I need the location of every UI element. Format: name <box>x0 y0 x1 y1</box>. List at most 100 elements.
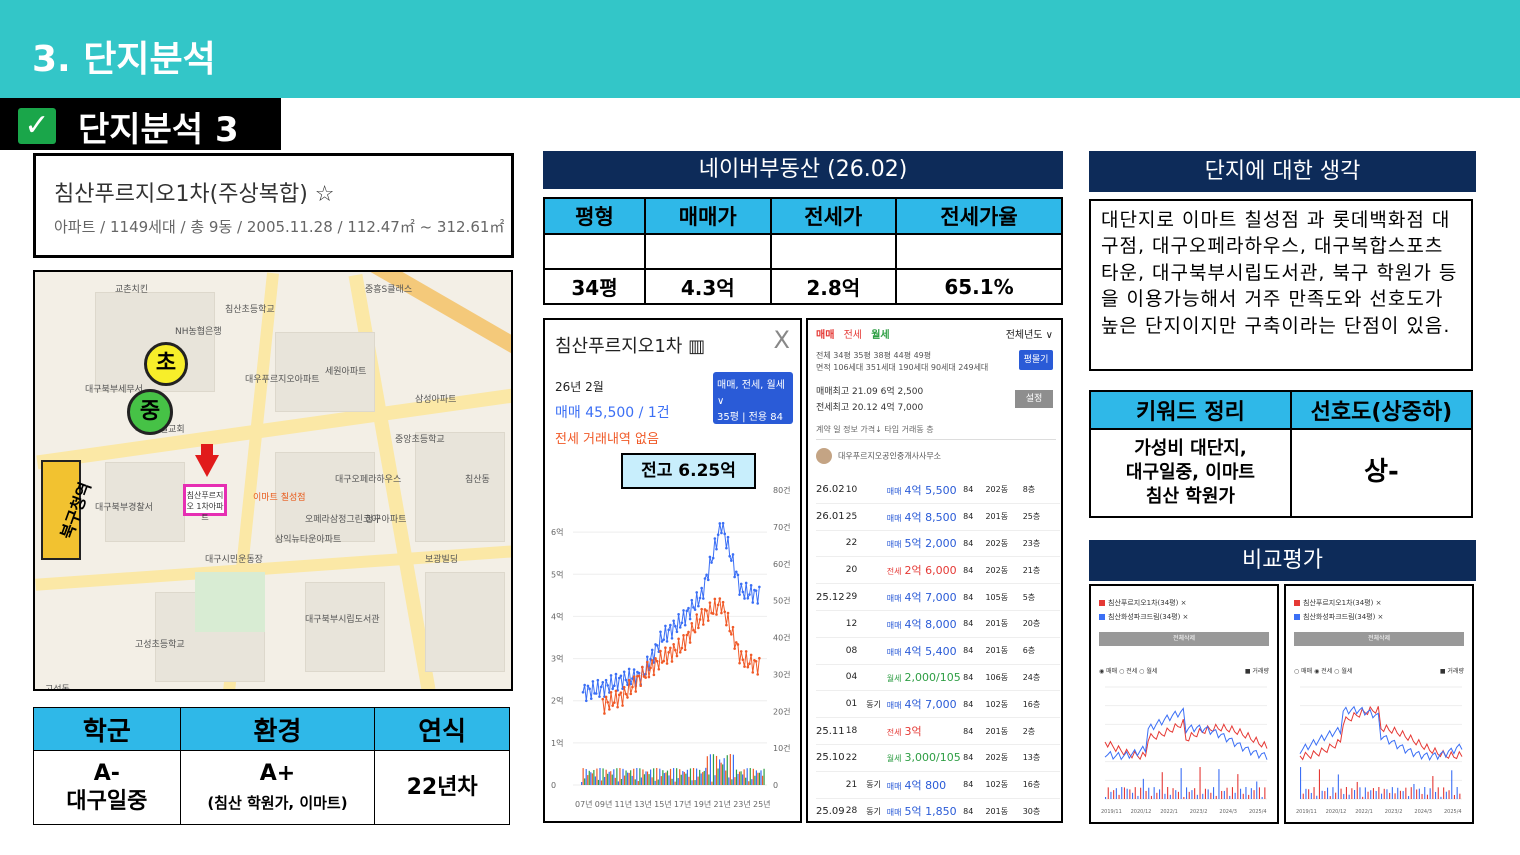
chart-sale-summary: 매매 45,500 / 1건 <box>555 405 670 421</box>
table-row[interactable]: 26.02 10 매매 4억 5,500 84 202동 8층 <box>816 477 1060 504</box>
table-row[interactable]: 25.11 18 전세 3억 84 201동 2층 <box>816 718 1060 745</box>
data-point <box>723 610 727 614</box>
table-row[interactable]: 01 동기 매매 4억 7,000 84 102동 16층 <box>816 691 1060 719</box>
volume-bar <box>1310 792 1312 799</box>
data-point <box>673 624 677 628</box>
volume-bar <box>1364 787 1366 799</box>
tx-price: 전세 2억 6,000 <box>887 562 963 578</box>
tx-price-value: 4억 8,000 <box>904 617 957 631</box>
volume-bar <box>702 772 704 785</box>
table-row[interactable]: 20 전세 2억 6,000 84 202동 21층 <box>816 557 1060 585</box>
tx-size: 84 <box>963 699 974 709</box>
table-row[interactable]: 22 매매 5억 2,000 84 202동 23층 <box>816 531 1060 558</box>
volume-bar <box>712 754 715 785</box>
data-point <box>619 691 623 694</box>
data-point <box>739 582 743 586</box>
tab-sale[interactable]: 매매 <box>816 330 835 341</box>
volume-bar <box>754 775 756 785</box>
data-point <box>588 687 591 691</box>
chart-filter-button[interactable]: 매매, 전세, 월세 ∨ 35평 | 전용 84㎡ <box>713 372 793 439</box>
max-sale: 매매최고 21.09 6억 2,500 <box>816 387 924 397</box>
data-point <box>715 613 718 616</box>
legend-item[interactable]: 침산화성파크드림(34평) × <box>1108 613 1189 621</box>
volume-bar <box>634 779 636 785</box>
tx-day: 08 <box>845 645 858 656</box>
legend-item[interactable]: 침산화성파크드림(34평) × <box>1303 613 1384 621</box>
location-map[interactable]: 교촌치킨 침산초등학교 NH농협은행 중흥S클래스 대구북부세무서 대우푸르지오… <box>33 270 513 691</box>
volume-checkbox[interactable]: ■ 거래량 <box>1439 668 1464 675</box>
data-point <box>726 611 730 615</box>
volume-bar <box>1356 781 1358 799</box>
data-point <box>700 586 703 590</box>
table-row[interactable]: 25.10 22 월세 3,000/105 84 202동 13층 <box>816 745 1060 772</box>
data-point <box>741 658 745 662</box>
legend-item[interactable]: 침산푸르지오1차(34평) × <box>1303 599 1382 607</box>
clear-all-button[interactable]: 전체삭제 <box>1294 632 1464 646</box>
legend-item[interactable]: 침산푸르지오1차(34평) × <box>1108 599 1187 607</box>
y2-tick-label: 20건 <box>773 706 791 716</box>
settings-button[interactable]: 설정 <box>1015 390 1053 408</box>
table-row[interactable]: 25.09 28 동기 매매 5억 1,850 84 201동 30층 <box>816 799 1060 821</box>
data-point <box>619 674 623 678</box>
deal-type-radio[interactable]: ◉ 매매 ○ 전세 ○ 월세 <box>1099 668 1158 675</box>
volume-bar <box>1413 783 1415 799</box>
volume-bar <box>587 775 589 785</box>
data-point <box>718 597 722 600</box>
filter-size: 35평 | 전용 84㎡ <box>717 412 783 439</box>
table-row[interactable]: 12 매매 4억 8,000 84 201동 20층 <box>816 611 1060 638</box>
volume-bar <box>1242 793 1244 799</box>
size-filter[interactable]: 전체 34평 35평 38평 44평 49평 면적 106세대 351세대 19… <box>816 350 1056 374</box>
volume-bar <box>748 781 750 785</box>
tx-price: 매매 4억 7,000 <box>887 589 963 605</box>
data-point <box>746 665 750 669</box>
volume-bar <box>585 769 587 785</box>
deal-type-radio[interactable]: ○ 매매 ◉ 전세 ○ 월세 <box>1294 668 1353 675</box>
year-dropdown[interactable]: 전체년도 ∨ <box>1005 330 1053 341</box>
volume-bar <box>1343 793 1345 799</box>
thought-header: 단지에 대한 생각 <box>1089 151 1476 192</box>
table-row[interactable]: 08 매매 4억 5,400 84 201동 6층 <box>816 638 1060 665</box>
table-row[interactable]: 04 월세 2,000/105 84 106동 24층 <box>816 665 1060 692</box>
data-point <box>669 646 672 650</box>
volume-bar <box>666 770 669 785</box>
y2-tick-label: 30건 <box>773 669 791 679</box>
volume-checkbox[interactable]: ■ 거래량 <box>1244 668 1269 675</box>
volume-bar <box>673 768 675 785</box>
volume-bar <box>691 780 693 785</box>
data-point <box>756 673 760 676</box>
data-point <box>654 657 657 660</box>
data-point <box>692 606 695 609</box>
volume-bar <box>599 768 601 785</box>
volume-bar <box>1302 793 1304 799</box>
table-row[interactable]: 26.01 25 매매 4억 8,500 84 201동 25층 <box>816 504 1060 531</box>
tab-jeonse[interactable]: 전세 <box>843 330 862 341</box>
tx-floor: 6층 <box>1022 646 1036 656</box>
tx-floor: 25층 <box>1022 512 1041 522</box>
tx-type: 전세 <box>886 567 902 577</box>
volume-bar <box>650 769 652 785</box>
size-toggle-button[interactable]: 평몰기 <box>1019 350 1053 370</box>
close-icon[interactable]: X <box>773 326 790 354</box>
volume-bar <box>737 773 739 785</box>
volume-bar <box>680 774 682 785</box>
volume-bar <box>662 770 664 785</box>
page-title: 3. 단지분석 <box>32 39 216 80</box>
volume-bar <box>761 775 764 785</box>
volume-bar <box>740 771 742 785</box>
table-row[interactable]: 25.12 29 매매 4억 7,000 84 105동 5층 <box>816 584 1060 611</box>
x-tick-label: 2024/3 <box>1414 809 1432 815</box>
volume-bar <box>1137 795 1139 799</box>
volume-bar <box>1169 794 1171 799</box>
tab-wolse[interactable]: 월세 <box>871 330 890 341</box>
tx-floor: 2층 <box>1022 726 1036 736</box>
volume-bar <box>677 778 679 785</box>
volume-bar <box>688 776 690 785</box>
data-point <box>700 607 703 611</box>
data-point <box>688 641 692 644</box>
volume-bar <box>665 772 667 785</box>
map-label: 대구북부경찰서 <box>95 503 153 513</box>
table-row[interactable]: 21 동기 매매 4억 800 84 102동 16층 <box>816 772 1060 799</box>
volume-bar <box>1445 791 1447 799</box>
clear-all-button[interactable]: 전체삭제 <box>1099 632 1269 646</box>
volume-bar <box>1372 788 1374 799</box>
